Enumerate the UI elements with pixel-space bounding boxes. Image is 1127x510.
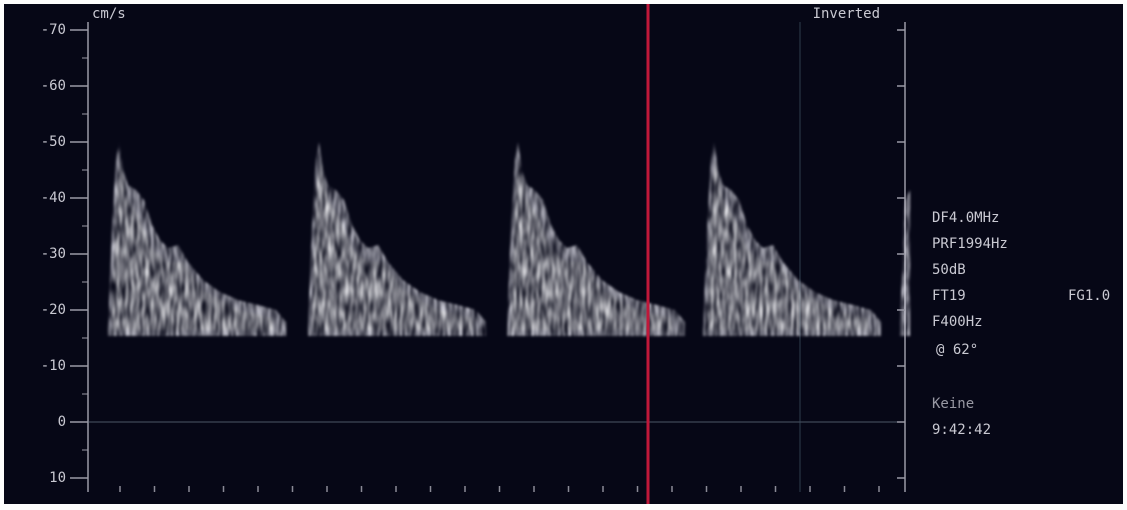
- scale-label: -60: [41, 78, 66, 94]
- unit-label: cm/s: [92, 6, 126, 22]
- scale-label: -20: [41, 302, 66, 318]
- scale-label: -50: [41, 134, 66, 150]
- setting: 50dB: [932, 262, 966, 278]
- page: cm/s Inverted -70 -60 -50 -40 -30 -20 -10 0 10 D…: [0, 0, 1127, 510]
- scale-label: -10: [41, 358, 66, 374]
- scale-label: -30: [41, 246, 66, 262]
- setting: PRF1994Hz: [932, 236, 1008, 252]
- setting: FG1.0: [1068, 288, 1110, 304]
- mode-label: Inverted: [813, 6, 880, 22]
- doppler-screen: cm/s Inverted -70 -60 -50 -40 -30 -20 -10 0 10 D…: [0, 0, 1127, 510]
- setting: F400Hz: [932, 314, 983, 330]
- scale-label: -40: [41, 190, 66, 206]
- scale-label: -70: [41, 22, 66, 38]
- setting: @ 62°: [936, 342, 978, 358]
- scale-label: 0: [58, 414, 66, 430]
- status-label: Keine: [932, 396, 974, 412]
- setting: DF4.0MHz: [932, 210, 999, 226]
- scale-label: 10: [49, 470, 66, 486]
- status-time: 9:42:42: [932, 422, 991, 438]
- setting: FT19: [932, 288, 966, 304]
